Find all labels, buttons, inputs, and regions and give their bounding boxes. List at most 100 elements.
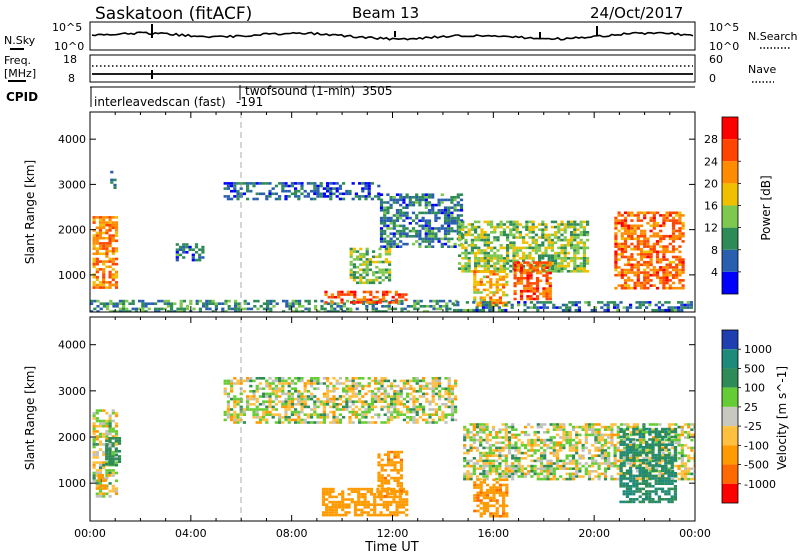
data-cell: [442, 305, 446, 308]
data-cell: [434, 237, 438, 241]
data-cell: [113, 183, 117, 187]
data-cell: [392, 198, 396, 202]
data-cell: [437, 237, 441, 241]
data-cell: [627, 258, 631, 261]
data-cell: [310, 189, 314, 193]
data-cell: [356, 298, 360, 302]
data-cell: [447, 237, 451, 241]
data-cell: [555, 444, 560, 447]
data-cell: [303, 387, 307, 390]
data-cell: [98, 216, 103, 219]
data-cell: [584, 431, 588, 434]
data-cell: [234, 302, 238, 305]
data-cell: [365, 278, 369, 282]
data-cell: [122, 305, 126, 308]
data-cell: [591, 464, 595, 468]
data-cell: [374, 377, 378, 380]
data-cell: [491, 428, 496, 431]
data-cell: [185, 251, 189, 254]
data-cell: [234, 310, 238, 312]
data-cell: [396, 397, 400, 401]
data-cell: [287, 184, 291, 188]
data-cell: [562, 436, 566, 439]
data-cell: [671, 446, 675, 450]
data-cell: [98, 231, 103, 235]
data-cell: [402, 405, 406, 409]
data-cell: [253, 305, 257, 308]
data-cell: [662, 284, 666, 287]
data-cell: [480, 264, 484, 268]
data-cell: [303, 384, 307, 388]
data-cell: [545, 295, 549, 298]
data-cell: [639, 449, 643, 452]
data-cell: [681, 266, 685, 269]
data-cell: [90, 299, 94, 303]
data-cell: [504, 459, 508, 463]
data-cell: [563, 259, 567, 263]
data-cell: [555, 454, 560, 457]
data-cell: [240, 307, 244, 311]
power-colorbar-tick-label: 4: [711, 266, 718, 279]
data-cell: [310, 421, 314, 424]
data-cell: [607, 446, 611, 450]
data-cell: [297, 392, 301, 396]
data-cell: [381, 305, 385, 308]
data-cell: [114, 286, 119, 289]
data-cell: [627, 268, 631, 272]
data-cell: [418, 403, 422, 406]
data-cell: [554, 251, 558, 255]
data-cell: [502, 499, 506, 502]
y-tick-label: 2000: [58, 224, 86, 237]
data-cell: [325, 511, 329, 514]
data-cell: [322, 377, 326, 380]
data-cell: [530, 441, 534, 444]
data-cell: [236, 418, 240, 422]
data-cell: [456, 308, 460, 312]
data-cell: [364, 187, 368, 190]
data-cell: [358, 197, 362, 201]
data-cell: [395, 511, 399, 514]
data-cell: [649, 260, 653, 264]
data-cell: [536, 308, 540, 312]
data-cell: [310, 397, 314, 401]
data-cell: [390, 395, 394, 398]
data-cell: [92, 427, 96, 431]
data-cell: [467, 259, 471, 263]
data-cell: [194, 245, 199, 249]
data-cell: [473, 273, 477, 276]
data-cell: [454, 395, 458, 398]
data-cell: [461, 228, 465, 231]
data-cell: [527, 433, 531, 437]
data-cell: [499, 244, 503, 247]
data-cell: [95, 283, 99, 287]
data-cell: [674, 433, 678, 437]
data-cell: [659, 234, 663, 238]
data-cell: [554, 233, 558, 237]
data-cell: [353, 295, 357, 299]
data-cell: [633, 245, 637, 248]
data-cell: [555, 477, 560, 481]
data-cell: [211, 302, 215, 305]
data-cell: [504, 446, 508, 450]
data-cell: [529, 263, 533, 267]
data-cell: [486, 494, 490, 497]
data-cell: [349, 255, 353, 259]
data-cell: [294, 307, 298, 311]
data-cell: [214, 307, 218, 311]
data-cell: [535, 282, 540, 285]
data-cell: [665, 281, 669, 285]
data-cell: [386, 235, 390, 238]
data-cell: [383, 219, 387, 222]
data-cell: [502, 491, 506, 495]
data-cell: [627, 255, 631, 259]
data-cell: [623, 237, 628, 241]
data-cell: [582, 259, 586, 263]
data-cell: [636, 279, 640, 282]
data-cell: [281, 184, 285, 188]
data-cell: [662, 276, 666, 280]
data-cell: [226, 395, 230, 398]
data-cell: [223, 390, 227, 393]
data-cell: [384, 260, 388, 264]
data-cell: [268, 410, 272, 414]
data-cell: [543, 477, 547, 481]
